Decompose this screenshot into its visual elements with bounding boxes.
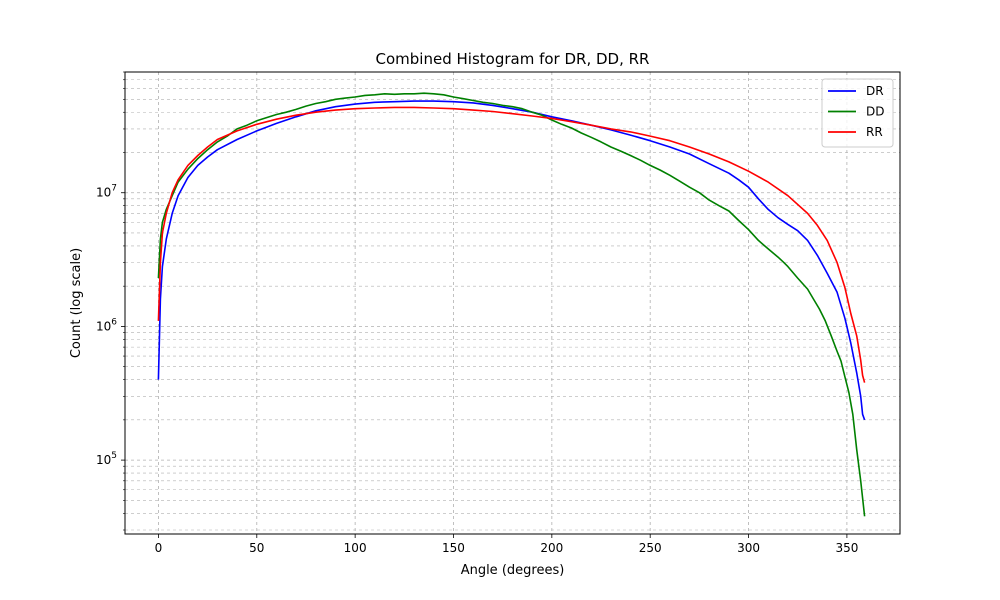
legend-label-dd: DD [866, 105, 884, 119]
x-tick-label: 0 [155, 541, 163, 555]
y-tick-label: 106 [96, 317, 117, 333]
x-tick-label: 150 [442, 541, 465, 555]
x-tick-label: 350 [835, 541, 858, 555]
x-tick-label: 200 [540, 541, 563, 555]
x-axis-label: Angle (degrees) [461, 563, 565, 578]
series-line-dr [157, 100, 866, 421]
y-tick-label: 107 [96, 184, 117, 200]
chart-title: Combined Histogram for DR, DD, RR [376, 50, 650, 68]
y-tick-label: 105 [96, 451, 117, 467]
ticks: 0 50 100 150 200 250 300 350 105 106 107 [96, 71, 858, 555]
legend-box [821, 78, 894, 148]
plot-frame [124, 71, 901, 535]
legend-label-rr: RR [866, 125, 883, 139]
legend: DR DD RR [821, 78, 894, 148]
series-group [157, 92, 866, 517]
x-tick-label: 300 [737, 541, 760, 555]
legend-label-dr: DR [866, 84, 884, 98]
x-tick-label: 250 [639, 541, 662, 555]
series-line-dd [157, 92, 866, 517]
x-tick-label: 50 [249, 541, 264, 555]
x-tick-label: 100 [344, 541, 367, 555]
y-axis-label: Count (log scale) [69, 248, 84, 358]
series-line-rr [157, 106, 866, 383]
